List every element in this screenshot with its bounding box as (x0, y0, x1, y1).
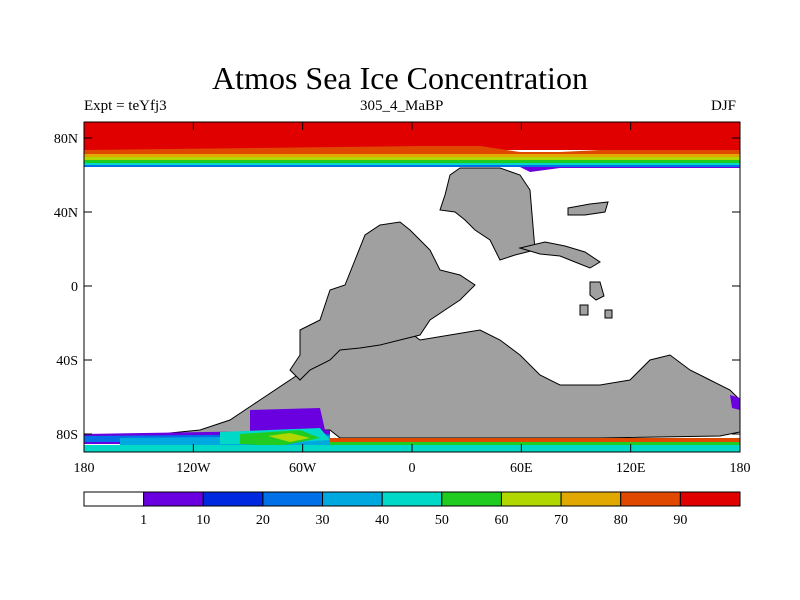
legend-swatch (381, 491, 443, 507)
y-tick-label: 40S (56, 354, 78, 369)
legend-swatch (262, 491, 324, 507)
central-continent (289, 221, 476, 381)
legend-label: 80 (614, 513, 628, 528)
map-plot (83, 121, 741, 453)
legend-label: 30 (316, 513, 330, 528)
legend-swatch (560, 491, 622, 507)
y-tick-label: 0 (71, 280, 78, 295)
experiment-label: Expt = teYfj3 (84, 98, 167, 114)
legend-swatch (202, 491, 264, 507)
legend-label: 60 (494, 513, 508, 528)
legend-label: 10 (196, 513, 210, 528)
eastern-landmass (518, 241, 601, 269)
northern-continent (439, 167, 536, 261)
period-label: 305_4_MaBP (360, 98, 444, 114)
legend-swatch (143, 491, 204, 507)
color-legend: 1 10 20 30 40 50 60 70 80 90 (83, 491, 741, 528)
x-axis: 180 120W 60W 0 60E 120E 180 (74, 122, 751, 476)
y-tick-label: 40N (54, 206, 78, 221)
legend-swatch (83, 491, 145, 507)
x-tick-label: 180 (730, 461, 751, 476)
legend-swatch (620, 491, 681, 507)
legend-swatch (322, 491, 383, 507)
legend-swatch (500, 491, 562, 507)
legend-label: 20 (256, 513, 270, 528)
island-a (589, 281, 605, 301)
legend-label: 90 (673, 513, 687, 528)
season-label: DJF (711, 98, 737, 114)
x-tick-label: 120W (176, 461, 211, 476)
x-tick-label: 60E (510, 461, 533, 476)
x-tick-label: 60W (289, 461, 317, 476)
x-tick-label: 180 (74, 461, 95, 476)
legend-label: 50 (435, 513, 449, 528)
map-title: Atmos Sea Ice Concentration (212, 60, 588, 96)
y-axis: 80N 40N 0 40S 80S (54, 132, 740, 443)
legend-label: 70 (554, 513, 568, 528)
island-b (579, 304, 589, 316)
x-tick-label: 0 (409, 461, 416, 476)
legend-label: 40 (375, 513, 389, 528)
x-tick-label: 120E (616, 461, 646, 476)
legend-swatch (679, 491, 741, 507)
island-c (604, 309, 613, 319)
eastern-peninsula (567, 201, 609, 216)
y-tick-label: 80N (54, 132, 78, 147)
y-tick-label: 80S (56, 428, 78, 443)
legend-label: 1 (140, 513, 147, 528)
legend-swatch (441, 491, 502, 507)
